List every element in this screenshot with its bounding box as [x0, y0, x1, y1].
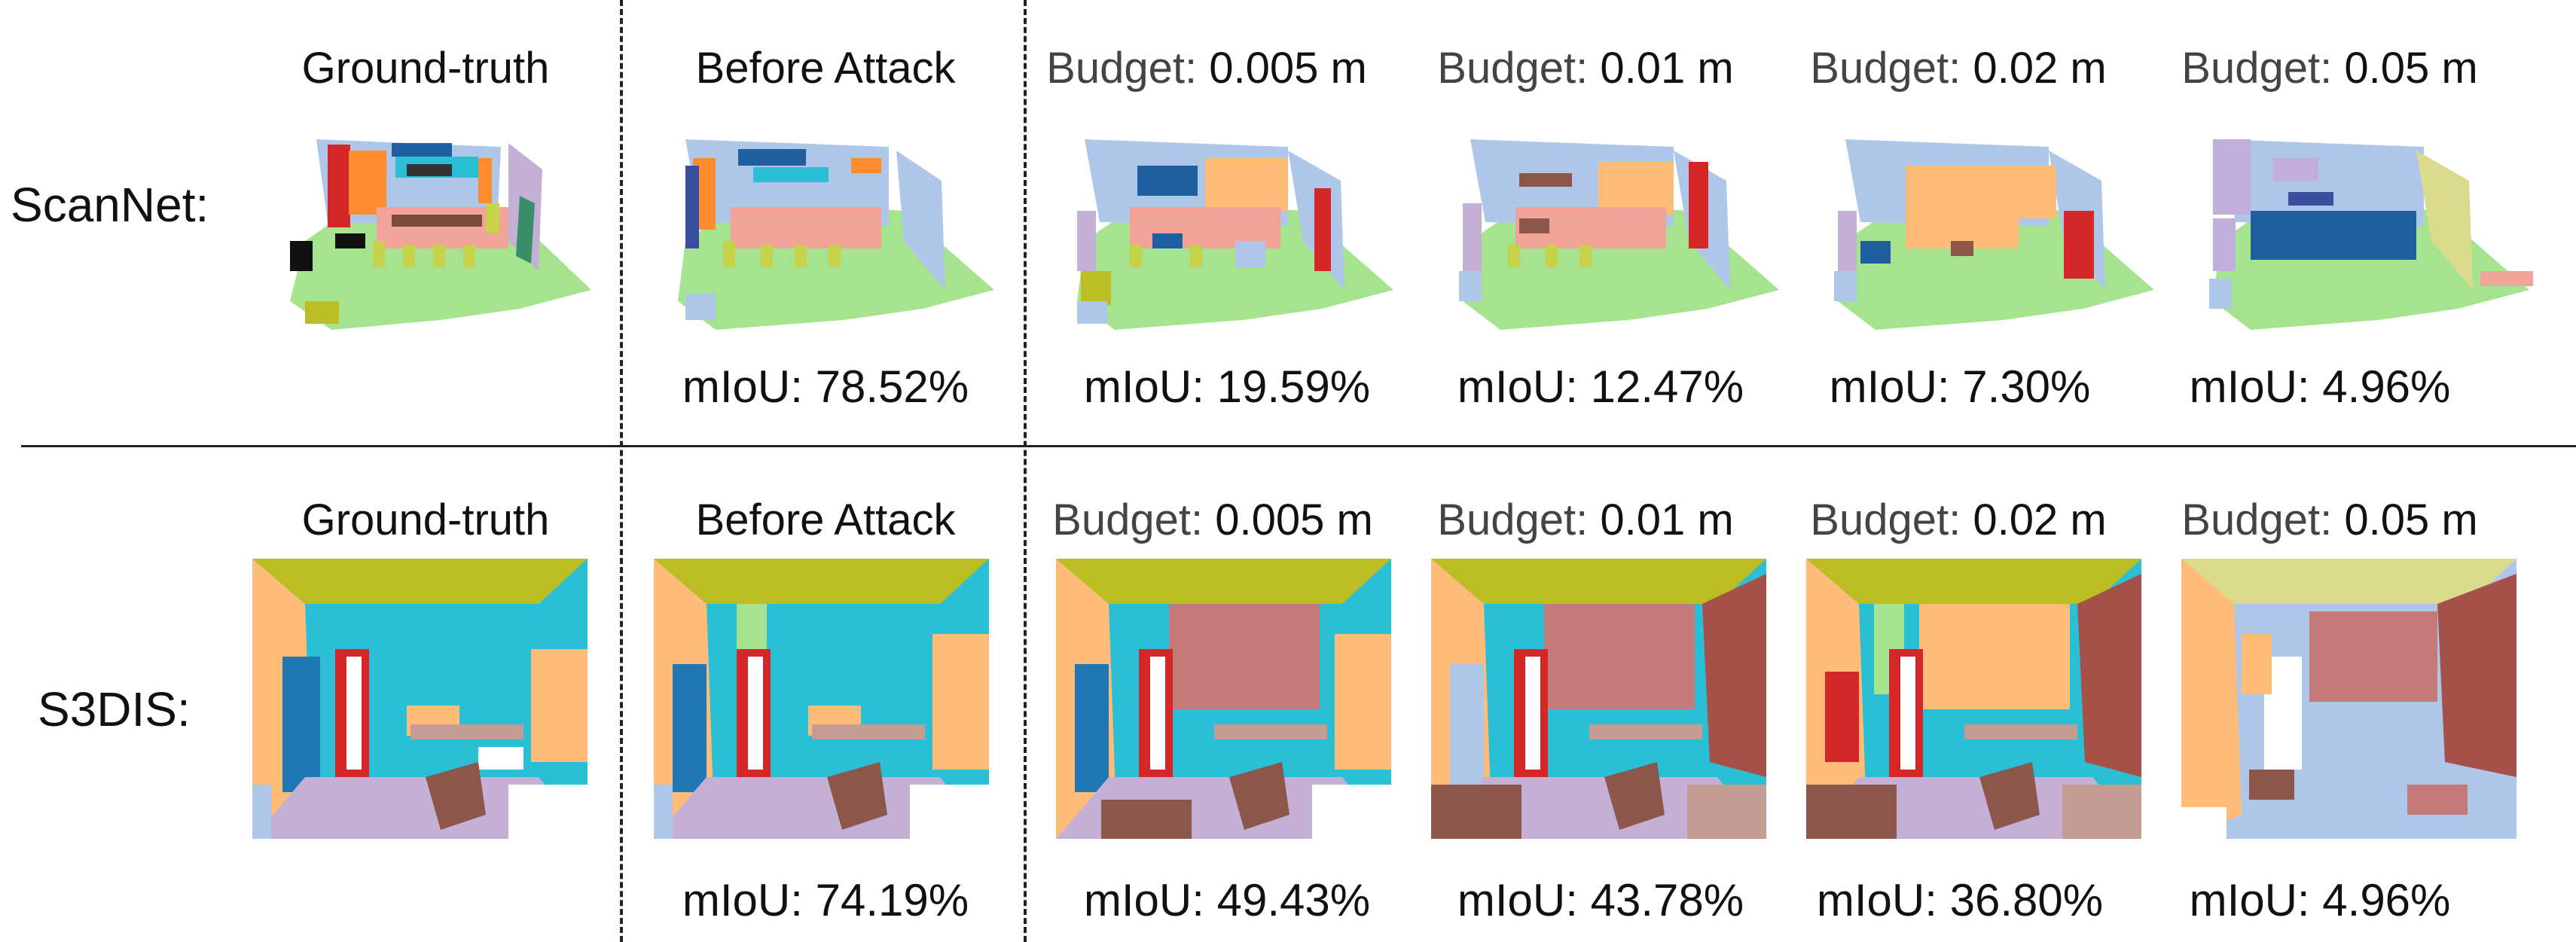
budget-word: Budget: — [2181, 495, 2333, 544]
metric-scannet-budget-001: mIoU: 12.47% — [1457, 361, 1744, 412]
row-separator — [21, 445, 2576, 447]
budget-word: Budget: — [1437, 44, 1589, 93]
row-label-scannet: ScanNet: — [11, 178, 209, 232]
col-title-budget-005-s3dis: Budget: 0.05 m — [2181, 498, 2477, 542]
row-label-s3dis: S3DIS: — [38, 682, 191, 736]
col-title-budget-002-s3dis: Budget: 0.02 m — [1810, 498, 2106, 542]
col-title-before-attack: Before Attack — [695, 44, 956, 93]
s3dis-budget-001-image — [1431, 559, 1766, 839]
separator-gt — [620, 0, 623, 942]
metric-s3dis-budget-0005: mIoU: 49.43% — [1083, 875, 1371, 925]
budget-value: 0.01 m — [1600, 44, 1734, 93]
metric-s3dis-budget-001: mIoU: 43.78% — [1457, 875, 1744, 925]
s3dis-budget-002-image — [1806, 559, 2141, 839]
col-title-budget-002: Budget: 0.02 m — [1810, 47, 2106, 90]
budget-word: Budget: — [1046, 44, 1198, 93]
col-title-budget-0005-s3dis: Budget: 0.005 m — [1052, 498, 1373, 542]
budget-value: 0.05 m — [2344, 495, 2478, 544]
metric-s3dis-before-attack: mIoU: 74.19% — [682, 875, 969, 925]
metric-scannet-before-attack: mIoU: 78.52% — [682, 361, 969, 412]
col-title-budget-001-s3dis: Budget: 0.01 m — [1437, 498, 1733, 542]
col-title-budget-0005: Budget: 0.005 m — [1046, 47, 1367, 90]
budget-word: Budget: — [1437, 495, 1589, 544]
budget-value: 0.01 m — [1600, 495, 1734, 544]
col-title-budget-001: Budget: 0.01 m — [1437, 47, 1733, 90]
budget-value: 0.02 m — [1973, 44, 2107, 93]
s3dis-before-attack-image — [654, 559, 989, 839]
scannet-budget-005-image — [2198, 128, 2533, 331]
metric-s3dis-budget-005: mIoU: 4.96% — [2189, 875, 2451, 925]
s3dis-budget-005-image — [2181, 559, 2516, 839]
scannet-budget-002-image — [1823, 128, 2158, 331]
metric-scannet-budget-002: mIoU: 7.30% — [1829, 361, 2091, 412]
metric-scannet-budget-0005: mIoU: 19.59% — [1083, 361, 1371, 412]
scannet-ground-truth-image — [260, 128, 595, 331]
s3dis-budget-0005-image — [1056, 559, 1391, 839]
scannet-before-attack-image — [663, 128, 998, 331]
budget-value: 0.02 m — [1973, 495, 2107, 544]
budget-word: Budget: — [2181, 44, 2333, 93]
metric-s3dis-budget-002: mIoU: 36.80% — [1816, 875, 2104, 925]
budget-value: 0.005 m — [1209, 44, 1367, 93]
scannet-budget-0005-image — [1062, 128, 1397, 331]
budget-value: 0.005 m — [1215, 495, 1373, 544]
budget-value: 0.05 m — [2344, 44, 2478, 93]
scannet-budget-001-image — [1448, 128, 1783, 331]
budget-word: Budget: — [1810, 44, 1961, 93]
col-title-ground-truth: Ground-truth — [301, 44, 550, 93]
col-title-ground-truth-s3dis: Ground-truth — [301, 495, 550, 544]
s3dis-ground-truth-image — [252, 559, 588, 839]
budget-word: Budget: — [1810, 495, 1961, 544]
separator-before-attack — [1024, 0, 1027, 942]
budget-word: Budget: — [1052, 495, 1204, 544]
metric-scannet-budget-005: mIoU: 4.96% — [2189, 361, 2451, 412]
col-title-before-attack-s3dis: Before Attack — [695, 495, 956, 544]
col-title-budget-005: Budget: 0.05 m — [2181, 47, 2477, 90]
